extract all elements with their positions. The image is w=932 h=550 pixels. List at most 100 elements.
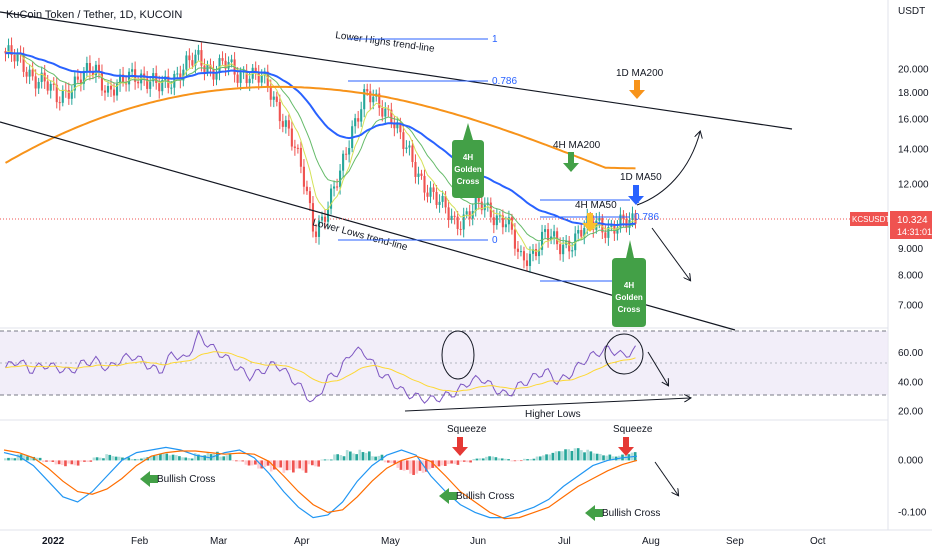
macd-histogram-bar bbox=[481, 458, 485, 461]
candle-body bbox=[272, 96, 275, 100]
candle-body bbox=[510, 217, 513, 230]
squeeze-arrow-1 bbox=[452, 437, 468, 456]
candle-body bbox=[16, 52, 19, 62]
macd-histogram-bar bbox=[532, 458, 536, 461]
macd-histogram-bar bbox=[79, 460, 83, 462]
candle-body bbox=[100, 72, 104, 91]
macd-histogram-bar bbox=[29, 456, 32, 461]
candle-body bbox=[568, 240, 571, 252]
macd-histogram-bar bbox=[48, 460, 51, 462]
macd-histogram-bar bbox=[260, 460, 264, 469]
candle-body bbox=[10, 45, 13, 55]
candle-body bbox=[260, 75, 263, 83]
candle-body bbox=[411, 145, 414, 162]
candle-body bbox=[179, 73, 182, 81]
candle-body bbox=[604, 232, 607, 238]
macd-histogram-bar bbox=[38, 457, 42, 461]
macd-histogram-bar bbox=[174, 455, 178, 461]
macd-histogram-bar bbox=[114, 456, 118, 461]
macd-histogram-bar bbox=[440, 460, 444, 466]
candle-body bbox=[465, 211, 468, 215]
ma200-line bbox=[5, 85, 636, 170]
macd-histogram-bar bbox=[557, 451, 561, 461]
bullish-cross-1: Bullish Cross bbox=[140, 471, 215, 487]
macd-histogram-bar bbox=[124, 457, 127, 461]
candle-body bbox=[302, 166, 305, 187]
price-tick-label: 16.000 bbox=[898, 115, 929, 126]
candle-body bbox=[4, 51, 7, 54]
macd-histogram-bar bbox=[329, 459, 333, 461]
candle-body bbox=[275, 96, 278, 102]
candle-body bbox=[215, 72, 218, 80]
chart-title: KuCoin Token / Tether, 1D, KUCOIN bbox=[6, 9, 182, 21]
macd-histogram-bar bbox=[361, 452, 365, 461]
macd-histogram-bar bbox=[22, 455, 26, 461]
macd-histogram-bar bbox=[76, 460, 80, 466]
macd-line bbox=[3, 446, 638, 519]
macd-histogram-bar bbox=[437, 460, 441, 467]
candle-body bbox=[336, 186, 339, 188]
rsi-circle-2 bbox=[604, 333, 644, 375]
macd-histogram-bar bbox=[282, 460, 286, 473]
macd-histogram-bar bbox=[41, 460, 45, 463]
macd-histogram-bar bbox=[311, 460, 314, 466]
lower-highs-trend-line[interactable] bbox=[0, 11, 793, 130]
macd-histogram-bar bbox=[478, 458, 482, 461]
candle-body bbox=[534, 249, 538, 257]
candle-body bbox=[278, 101, 281, 122]
candle-body bbox=[387, 108, 390, 110]
macd-histogram-bar bbox=[70, 460, 74, 465]
candle-body bbox=[360, 109, 363, 122]
candle-body bbox=[287, 120, 290, 129]
candle-body bbox=[106, 85, 110, 93]
candle-body bbox=[610, 225, 613, 227]
price-tag-countdown: 14:31:01 bbox=[897, 227, 932, 237]
candle-body bbox=[299, 147, 302, 167]
macd-histogram-bar bbox=[573, 448, 577, 461]
candle-body bbox=[158, 82, 161, 92]
candle-body bbox=[91, 72, 94, 76]
candle-body bbox=[323, 216, 327, 222]
macd-histogram-bar bbox=[611, 456, 615, 461]
candle-body bbox=[399, 122, 402, 133]
candle-body bbox=[329, 188, 333, 209]
macd-histogram-bar bbox=[605, 455, 609, 461]
golden-cross-2-line2: Golden bbox=[615, 293, 643, 302]
macd-histogram-bar bbox=[228, 454, 232, 461]
macd-histogram-bar bbox=[475, 458, 479, 461]
macd-histogram-bar bbox=[431, 460, 434, 468]
candle-body bbox=[185, 55, 188, 70]
macd-histogram-bar bbox=[580, 450, 583, 461]
macd-histogram-bar bbox=[333, 454, 336, 461]
candle-body bbox=[414, 161, 417, 177]
macd-histogram-bar bbox=[513, 460, 517, 462]
price-tick-label: 14.000 bbox=[898, 145, 929, 156]
macd-histogram-bar bbox=[589, 451, 593, 461]
macd-histogram-bar bbox=[519, 460, 523, 462]
candle-body bbox=[73, 76, 76, 91]
macd-histogram-bar bbox=[402, 460, 406, 471]
macd-histogram-bar bbox=[428, 460, 431, 470]
macd-histogram-bar bbox=[314, 460, 317, 467]
macd-histogram-bar bbox=[155, 455, 159, 461]
macd-histogram-bar bbox=[450, 460, 453, 464]
macd-histogram-bar bbox=[494, 457, 498, 461]
candle-body bbox=[137, 81, 140, 84]
macd-histogram-bar bbox=[564, 449, 567, 461]
time-tick-label: Jun bbox=[470, 536, 486, 547]
macd-histogram-bar bbox=[500, 458, 504, 461]
candle-body bbox=[206, 64, 209, 73]
macd-histogram-bar bbox=[86, 460, 89, 462]
macd-histogram-bar bbox=[13, 458, 17, 461]
macd-histogram-bar bbox=[551, 452, 555, 461]
golden-cross-tag-2: 4H Golden Cross bbox=[612, 240, 646, 327]
macd-histogram-bar bbox=[105, 454, 108, 461]
macd-histogram-bar bbox=[396, 460, 400, 468]
macd-histogram-bar bbox=[190, 458, 194, 461]
macd-histogram-bar bbox=[418, 460, 422, 471]
time-tick-label: Jul bbox=[558, 536, 571, 547]
candle-body bbox=[269, 87, 272, 100]
candle-body bbox=[161, 80, 164, 92]
macd-histogram-bar bbox=[336, 454, 339, 461]
macd-histogram-bar bbox=[485, 456, 488, 461]
